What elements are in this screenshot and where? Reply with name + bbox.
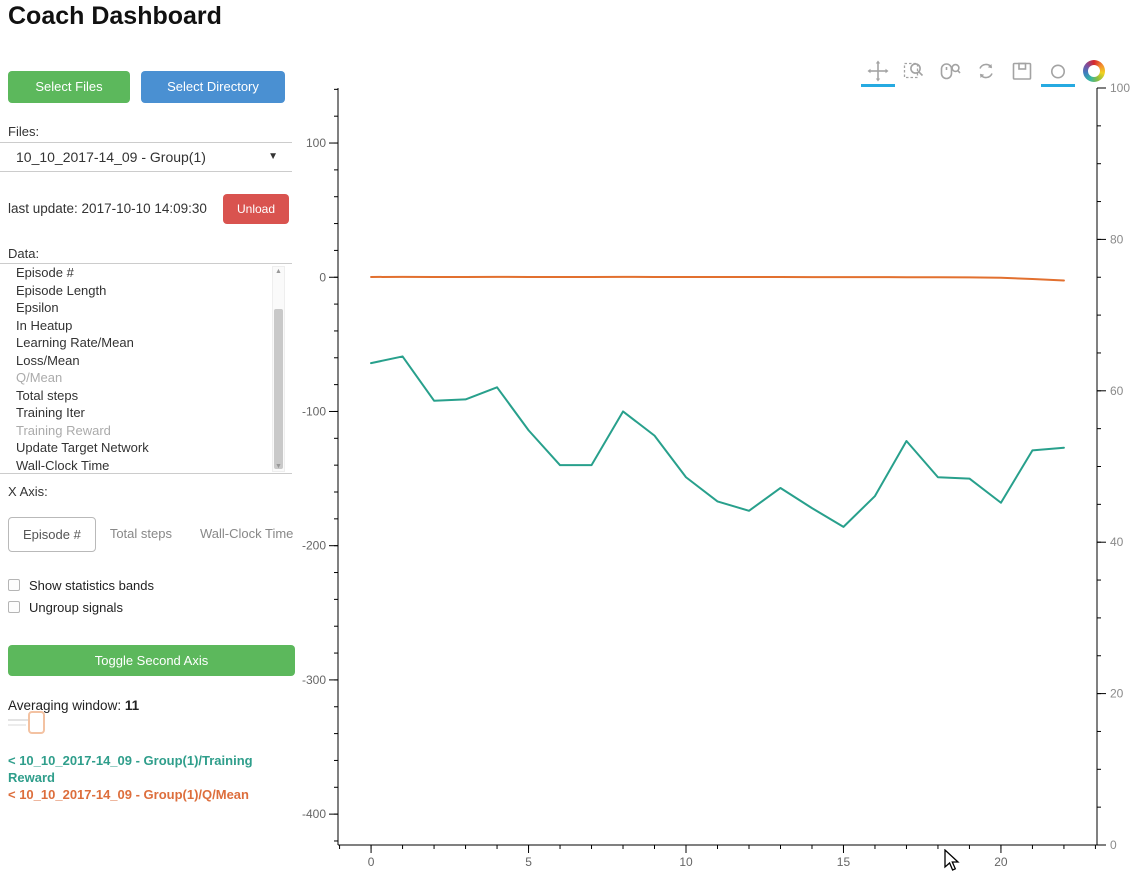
svg-text:100: 100 (306, 136, 326, 150)
checkbox[interactable] (8, 601, 20, 613)
bokeh-logo-icon (1083, 60, 1105, 82)
plot-canvas[interactable]: 0 5 10 15 20 100 0 -100 -200 -300 -400 0 20 40 60 80 100 (300, 55, 1142, 881)
data-signal-option[interactable]: Update Target Network (16, 440, 149, 455)
mouse-cursor (944, 849, 960, 871)
plot-legend: < 10_10_2017-14_09 - Group(1)/Training R… (8, 752, 294, 803)
legend-entry: < 10_10_2017-14_09 - Group(1)/Q/Mean (8, 787, 249, 802)
list-scrollbar[interactable]: ▲ ▼ (272, 266, 285, 472)
reset-icon (979, 63, 993, 79)
unload-button[interactable]: Unload (223, 194, 289, 224)
data-signal-options: Episode # Episode Length Epsilon In Heatup L… (0, 264, 292, 473)
svg-text:80: 80 (1110, 232, 1124, 246)
x-axis-option[interactable]: Wall-Clock Time (199, 526, 294, 541)
scrollbar-thumb[interactable] (274, 309, 283, 469)
pan-icon (867, 60, 889, 82)
toggle-second-axis-button[interactable]: Toggle Second Axis (8, 645, 295, 676)
checkbox-group: Show statistics bands Ungroup signals (8, 574, 154, 618)
wheel-zoom-tool-button[interactable] (938, 58, 962, 84)
svg-text:0: 0 (368, 855, 375, 869)
active-tool-indicator (1041, 84, 1075, 87)
box-zoom-icon (903, 62, 924, 79)
svg-text:40: 40 (1110, 535, 1124, 549)
x-axis-option[interactable]: Episode # (8, 517, 96, 552)
data-signal-option[interactable]: Total steps (16, 387, 79, 403)
slider-track[interactable] (8, 719, 30, 721)
scroll-down-icon[interactable]: ▼ (275, 463, 282, 470)
svg-text:5: 5 (525, 855, 532, 869)
box-zoom-tool-button[interactable] (902, 58, 926, 84)
slider-track-secondary (8, 724, 26, 726)
checkbox-label: Ungroup signals (29, 599, 123, 615)
hover-tool-button[interactable] (1041, 58, 1075, 87)
last-update-text: last update: 2017-10-10 14:09:30 (8, 201, 207, 216)
wheel-zoom-icon (940, 63, 961, 80)
svg-text:100: 100 (1110, 81, 1130, 95)
data-signal-option[interactable]: In Heatup (16, 317, 73, 333)
svg-text:-400: -400 (302, 807, 326, 821)
averaging-window-label: Averaging window: (8, 698, 122, 713)
x-axis-toggle-group: Episode # Total steps Wall-Clock Time (8, 517, 307, 552)
averaging-window: Averaging window: 11 (8, 698, 139, 713)
data-signal-list[interactable]: Episode # Episode Length Epsilon In Heatup L… (0, 263, 292, 474)
data-signal-option[interactable]: Epsilon (16, 300, 59, 315)
checkbox-label: Show statistics bands (29, 577, 155, 593)
svg-text:10: 10 (679, 855, 693, 869)
active-tool-indicator (861, 84, 895, 87)
averaging-window-slider[interactable] (8, 711, 68, 737)
svg-text:15: 15 (837, 855, 851, 869)
x-axis-option[interactable]: Total steps (109, 526, 172, 541)
data-signal-option[interactable]: Episode # (16, 265, 74, 280)
sidebar: Coach Dashboard Select Files Select Dire… (0, 0, 300, 881)
select-directory-button[interactable]: Select Directory (141, 71, 285, 103)
data-signal-option[interactable]: Loss/Mean (16, 352, 80, 368)
svg-text:-300: -300 (302, 673, 326, 687)
checkbox-row[interactable]: Ungroup signals (8, 596, 154, 618)
checkbox-row[interactable]: Show statistics bands (8, 574, 154, 596)
save-icon (1012, 62, 1032, 80)
save-tool-button[interactable] (1010, 58, 1034, 84)
svg-text:-200: -200 (302, 539, 326, 553)
data-signal-option[interactable]: Episode Length (16, 282, 107, 298)
plot-area[interactable]: 0 5 10 15 20 100 0 -100 -200 -300 -400 0 20 40 60 80 100 (300, 55, 1142, 881)
data-signal-option[interactable]: Wall-Clock Time (16, 457, 110, 473)
pan-tool-button[interactable] (861, 58, 895, 87)
svg-text:60: 60 (1110, 384, 1124, 398)
data-signal-option[interactable]: Q/Mean (16, 370, 63, 385)
chevron-down-icon: ▼ (268, 151, 278, 162)
hover-icon (1051, 64, 1065, 79)
files-label: Files: (8, 124, 40, 139)
page-title: Coach Dashboard (8, 2, 222, 30)
svg-text:-100: -100 (302, 404, 326, 418)
select-files-button[interactable]: Select Files (8, 71, 130, 103)
slider-handle[interactable] (28, 711, 45, 734)
averaging-window-value: 11 (124, 698, 140, 713)
x-axis-label: X Axis: (8, 484, 48, 499)
files-select[interactable]: 10_10_2017-14_09 - Group(1) ▼ (0, 142, 292, 172)
legend-entry: < 10_10_2017-14_09 - Group(1)/Training R… (8, 753, 253, 785)
data-signal-option[interactable]: Training Iter (16, 405, 85, 420)
data-signal-option[interactable]: Training Reward (16, 422, 111, 438)
svg-text:0: 0 (1110, 838, 1117, 852)
scroll-up-icon[interactable]: ▲ (275, 268, 282, 275)
bokeh-toolbar (861, 58, 1106, 87)
files-select-value: 10_10_2017-14_09 - Group(1) (16, 149, 206, 165)
checkbox[interactable] (8, 579, 20, 591)
svg-text:20: 20 (994, 855, 1008, 869)
data-signal-option[interactable]: Learning Rate/Mean (16, 335, 134, 350)
reset-tool-button[interactable] (974, 58, 998, 84)
bokeh-logo-button[interactable] (1082, 58, 1106, 84)
svg-text:0: 0 (319, 270, 326, 284)
data-label: Data: (8, 246, 40, 261)
svg-text:20: 20 (1110, 687, 1124, 701)
